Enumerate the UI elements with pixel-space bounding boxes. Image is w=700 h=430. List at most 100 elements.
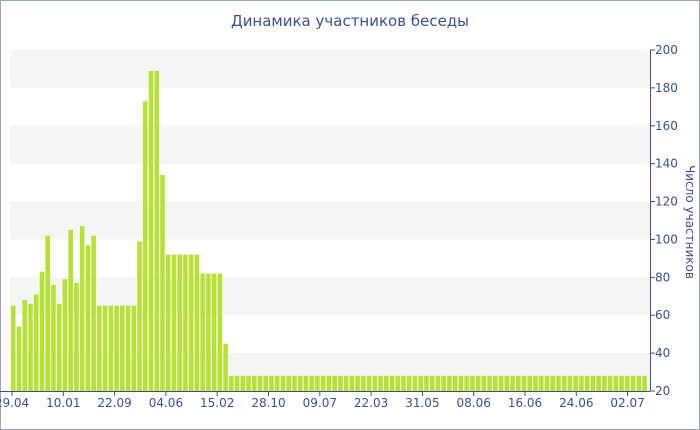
bar	[252, 375, 257, 391]
bar	[642, 375, 647, 391]
bar	[636, 375, 642, 391]
bar	[355, 375, 360, 391]
bar	[292, 375, 297, 391]
bar	[556, 375, 561, 391]
bar	[154, 70, 160, 391]
bar	[332, 375, 337, 391]
bar	[188, 254, 194, 391]
bar	[16, 326, 22, 391]
bar	[458, 375, 464, 391]
y-tick-label: 100	[655, 232, 678, 246]
bar	[315, 375, 320, 391]
bar	[11, 305, 16, 391]
bar	[45, 235, 50, 391]
bar	[493, 375, 498, 391]
bar	[361, 375, 366, 391]
bar	[441, 375, 446, 391]
y-tick-label: 180	[655, 81, 678, 95]
bar	[211, 273, 217, 391]
bar	[120, 305, 125, 391]
bar	[619, 375, 624, 391]
bar	[303, 375, 309, 391]
bar	[538, 375, 544, 391]
x-tick-label: 08.06	[457, 396, 491, 410]
bar	[475, 375, 481, 391]
bar	[148, 70, 154, 391]
chart-title: Динамика участников беседы	[230, 12, 470, 30]
bar	[68, 229, 73, 391]
bar	[280, 375, 286, 391]
bar	[183, 254, 188, 391]
bar	[567, 375, 573, 391]
bar	[389, 375, 395, 391]
bar	[257, 375, 263, 391]
y-tick-label: 140	[655, 157, 678, 171]
x-tick-label: 16.06	[508, 396, 542, 410]
bar	[91, 235, 96, 391]
bar	[504, 375, 510, 391]
bar	[521, 375, 527, 391]
x-tick-label: 31.05	[405, 396, 439, 410]
bar	[309, 375, 314, 391]
y-tick-label: 40	[655, 346, 670, 360]
bar	[418, 375, 423, 391]
bar	[470, 375, 475, 391]
bar	[102, 305, 108, 391]
bar	[28, 303, 33, 391]
bar	[22, 300, 28, 391]
bar	[527, 375, 533, 391]
bar	[579, 375, 584, 391]
bar	[412, 375, 418, 391]
bar	[223, 343, 228, 391]
bar	[366, 375, 372, 391]
bar	[229, 375, 234, 391]
bar	[372, 375, 378, 391]
bar	[481, 375, 487, 391]
x-tick-label: 02.07	[610, 396, 644, 410]
bar	[62, 279, 68, 391]
bar	[33, 294, 39, 391]
bar	[395, 375, 401, 391]
bar	[452, 375, 458, 391]
bar	[246, 375, 251, 391]
y-tick-label: 200	[655, 43, 678, 57]
bar	[326, 375, 332, 391]
bar	[108, 305, 114, 391]
bar	[85, 245, 91, 391]
bar	[79, 226, 85, 391]
bar	[194, 254, 200, 391]
bar	[424, 375, 429, 391]
bar	[607, 375, 613, 391]
bar	[429, 375, 435, 391]
grid-band	[10, 201, 650, 240]
bar	[137, 241, 142, 391]
bar	[544, 375, 550, 391]
y-tick-label: 80	[655, 270, 670, 284]
x-tick-label: 29.04	[0, 396, 29, 410]
bar	[630, 375, 636, 391]
bar	[338, 375, 343, 391]
bar	[269, 375, 274, 391]
bar	[613, 375, 619, 391]
y-tick-label: 20	[655, 384, 670, 398]
x-tick-label: 22.03	[354, 396, 388, 410]
bar	[533, 375, 538, 391]
bar	[573, 375, 578, 391]
bar	[51, 284, 56, 391]
bar	[97, 305, 102, 391]
bar	[160, 175, 165, 391]
bar	[349, 375, 355, 391]
bar	[561, 375, 567, 391]
bar	[596, 375, 601, 391]
bar	[171, 254, 177, 391]
grid-band	[10, 125, 650, 164]
bar	[516, 375, 521, 391]
bar	[286, 375, 291, 391]
bar	[487, 375, 492, 391]
bar	[510, 375, 515, 391]
bar	[550, 375, 555, 391]
x-tick-label: 04.06	[149, 396, 183, 410]
bar	[125, 305, 131, 391]
bar	[142, 101, 148, 392]
